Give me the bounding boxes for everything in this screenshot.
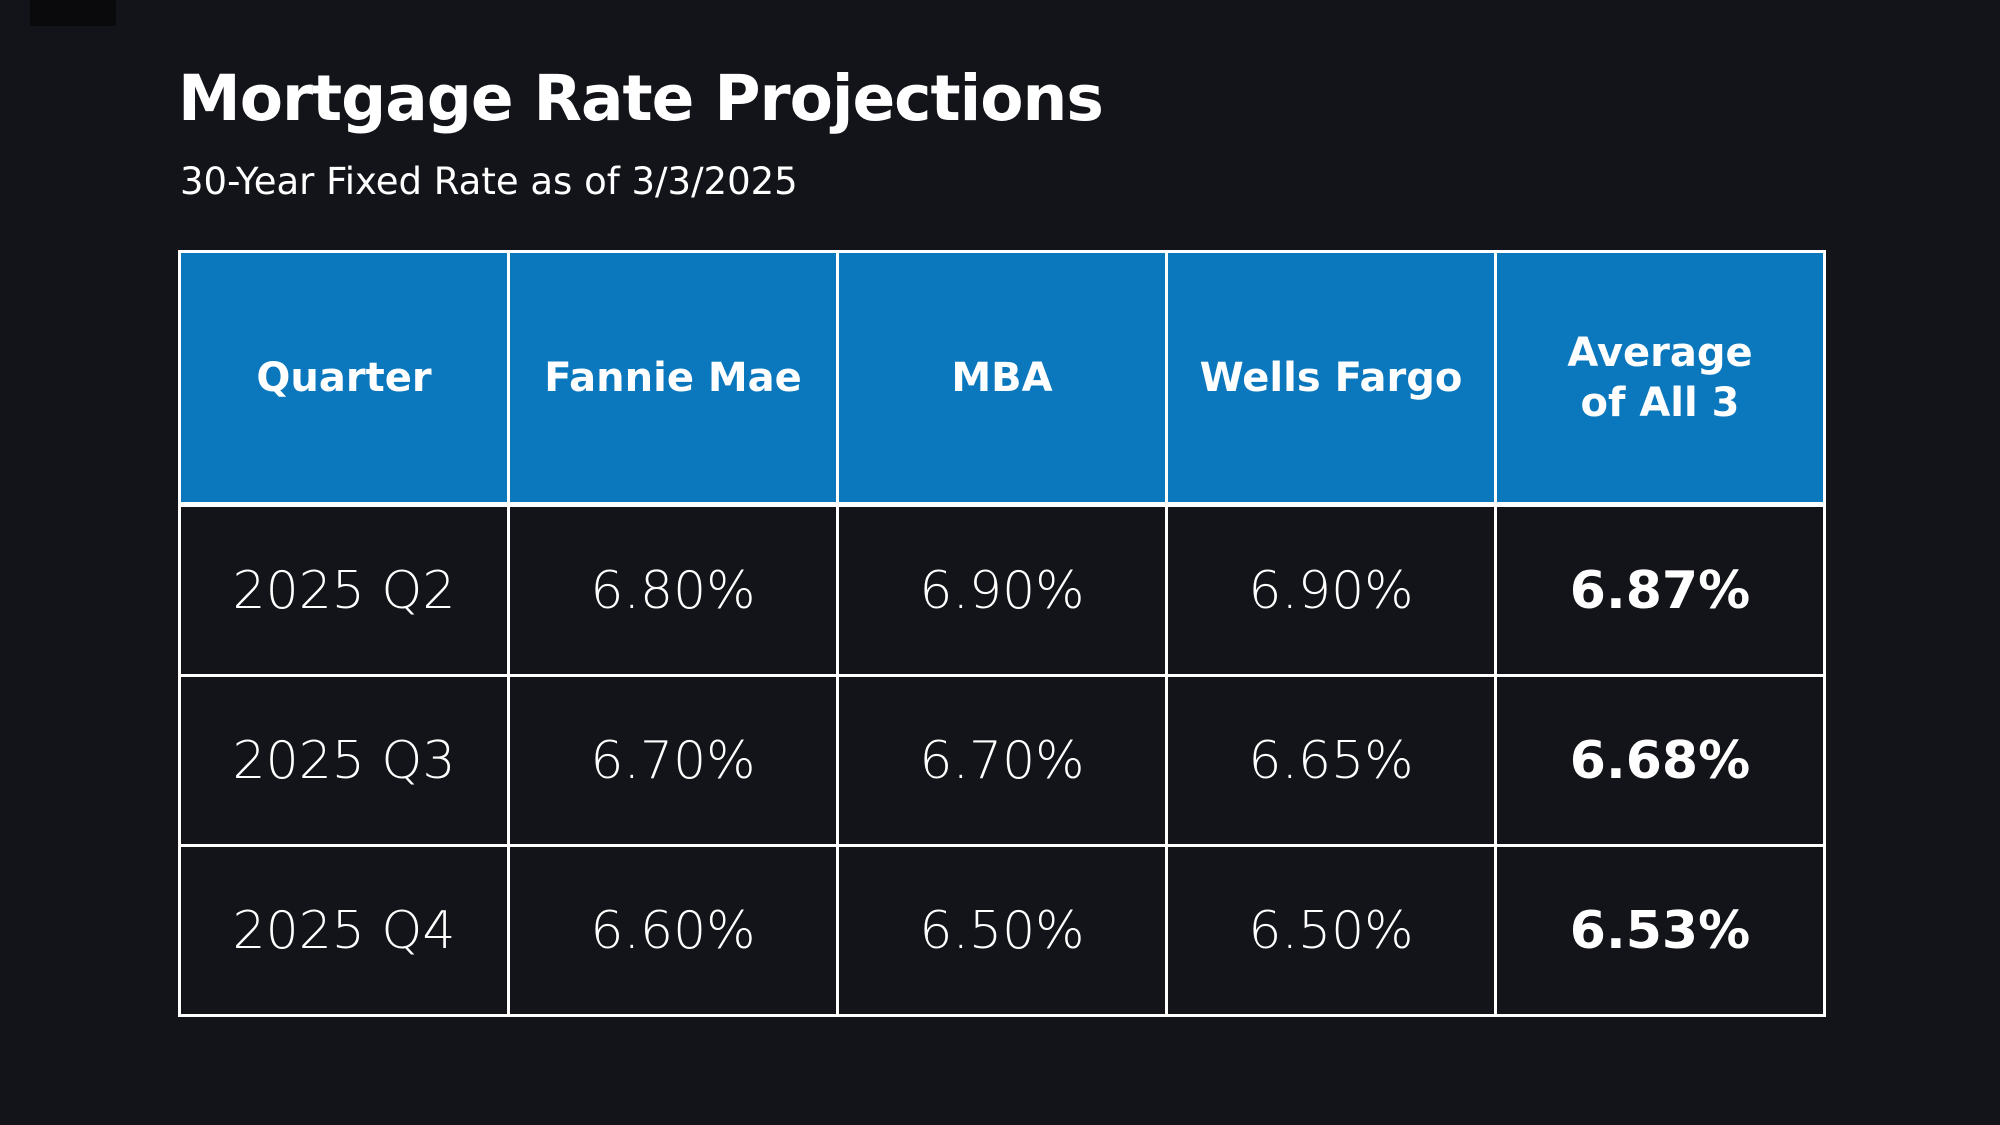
column-header-average: Average of All 3 (1494, 250, 1826, 507)
table-row: 2025 Q4 6.60% 6.50% 6.50% 6.53% (178, 844, 1826, 1017)
page-subtitle: 30-Year Fixed Rate as of 3/3/2025 (180, 160, 798, 203)
table-cell-average: 6.53% (1494, 844, 1826, 1017)
mortgage-rate-table: Quarter Fannie Mae MBA Wells Fargo Avera… (178, 250, 1826, 1017)
table-cell-quarter: 2025 Q4 (178, 844, 510, 1017)
table-cell-wells-fargo: 6.90% (1165, 503, 1497, 677)
page-title: Mortgage Rate Projections (178, 62, 1104, 135)
table-cell-average: 6.68% (1494, 674, 1826, 847)
table-cell-mba: 6.50% (836, 844, 1168, 1017)
table-cell-mba: 6.90% (836, 503, 1168, 677)
table-cell-wells-fargo: 6.50% (1165, 844, 1497, 1017)
corner-artifact (30, 0, 116, 26)
table-cell-fannie-mae: 6.60% (507, 844, 839, 1017)
column-header-wells-fargo: Wells Fargo (1165, 250, 1497, 507)
column-header-mba: MBA (836, 250, 1168, 507)
table-row: 2025 Q3 6.70% 6.70% 6.65% 6.68% (178, 674, 1826, 847)
table-cell-fannie-mae: 6.80% (507, 503, 839, 677)
table-header-row: Quarter Fannie Mae MBA Wells Fargo Avera… (178, 250, 1826, 507)
table-cell-mba: 6.70% (836, 674, 1168, 847)
table-cell-quarter: 2025 Q2 (178, 503, 510, 677)
column-header-fannie-mae: Fannie Mae (507, 250, 839, 507)
column-header-quarter: Quarter (178, 250, 510, 507)
table-cell-quarter: 2025 Q3 (178, 674, 510, 847)
table-cell-wells-fargo: 6.65% (1165, 674, 1497, 847)
table-cell-average: 6.87% (1494, 503, 1826, 677)
table-row: 2025 Q2 6.80% 6.90% 6.90% 6.87% (178, 503, 1826, 677)
table-cell-fannie-mae: 6.70% (507, 674, 839, 847)
